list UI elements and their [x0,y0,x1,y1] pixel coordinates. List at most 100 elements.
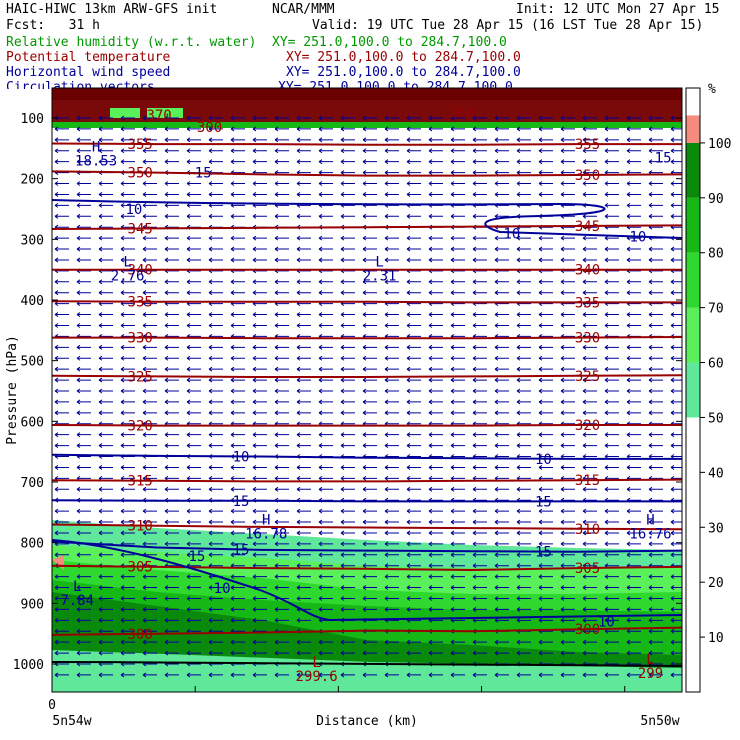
vector-arrow [516,650,531,656]
vector-arrow [164,399,179,405]
vector-arrow [626,486,641,492]
vector-arrow [406,486,421,492]
vector-arrow [164,410,179,416]
vector-arrow [318,530,333,536]
vector-arrow [516,596,531,601]
vector-arrow [142,115,157,121]
vector-arrow [450,312,465,317]
vector-arrow [98,432,113,438]
vector-arrow [186,672,201,678]
vector-arrow [560,323,575,328]
vector-arrow [604,213,619,219]
vector-arrow [76,377,91,383]
vector-arrow [230,508,245,514]
vector-arrow [208,323,223,328]
vector-arrow [538,486,553,492]
vector-arrow [340,563,355,569]
vector-arrow [164,279,179,285]
vector-arrow [648,541,663,547]
wind-speed-contour-line [52,199,682,239]
vector-arrow [296,541,311,547]
vector-arrow [384,475,399,481]
vector-arrow [362,596,377,601]
theta-contour-label: 340 [128,263,153,279]
vector-arrow [670,606,682,612]
vector-arrow [626,606,641,612]
vector-arrow [230,148,245,154]
vector-arrow [538,279,553,285]
vector-arrow [648,465,663,470]
vector-arrow [208,596,223,601]
vector-arrow [582,377,597,383]
vector-arrow [406,279,421,285]
vector-arrow [362,519,377,525]
vector-arrow [406,181,421,186]
vector-arrow [362,312,377,317]
vector-arrow [648,344,663,350]
vector-arrow [252,159,267,165]
vector-arrow [670,355,682,361]
inline-contour-label: 10 [503,226,520,242]
vector-arrow [648,410,663,416]
vector-arrow [318,213,333,219]
vector-arrow [626,672,641,678]
vector-arrow [230,596,245,601]
vector-arrow [252,465,267,470]
vector-arrow [230,399,245,405]
vector-arrow [648,312,663,317]
vector-arrow [582,181,597,186]
inline-contour-label: 360 [449,105,474,121]
vector-arrow [450,672,465,678]
vector-arrow [626,312,641,317]
vector-arrow [648,213,663,219]
vector-arrow [494,148,509,154]
vector-arrow [494,235,509,241]
vector-arrow [230,606,245,612]
vector-arrow [142,672,157,678]
vector-arrow [582,213,597,219]
vector-arrow [208,443,223,449]
colorbar-band [686,115,700,143]
vector-arrow [76,290,91,296]
vector-arrow [648,137,663,143]
vector-arrow [428,475,443,481]
vector-arrow [560,377,575,383]
vector-arrow [604,115,619,121]
vector-arrow [230,159,245,165]
vector-arrow [230,650,245,656]
theta-contour-label: 325 [128,369,153,385]
y-tick-label: 200 [21,173,44,188]
vector-arrow [274,279,289,285]
vector-arrow [648,486,663,492]
vector-arrow [274,650,289,656]
vector-arrow [362,257,377,263]
vector-arrow [582,530,597,536]
vector-arrow [186,192,201,197]
vector-arrow [582,410,597,416]
vector-arrow [120,465,135,470]
vector-arrow [120,650,135,656]
plot-clipped-group: 300 300 305 305 310 310 315 315 320 320 325 325 330 3… [52,88,682,692]
vector-arrow [472,541,487,547]
vector-arrow [406,552,421,558]
vector-arrow [406,290,421,296]
vector-arrow [538,410,553,416]
vector-arrow [230,213,245,219]
vector-arrow [494,639,509,645]
vector-arrow [98,377,113,383]
vector-arrow [208,585,223,590]
vector-arrow [120,574,135,580]
vector-arrow [142,192,157,197]
vector-arrow [186,213,201,219]
vector-arrow [120,552,135,558]
vector-arrow [296,432,311,438]
vector-arrow [428,159,443,165]
vector-arrow [186,126,201,132]
vector-arrow [120,148,135,154]
vector-arrow [648,596,663,601]
vector-arrow [362,181,377,186]
vector-arrow [604,290,619,296]
vector-arrow [428,585,443,590]
vector-arrow [560,312,575,317]
vector-arrow [494,399,509,405]
